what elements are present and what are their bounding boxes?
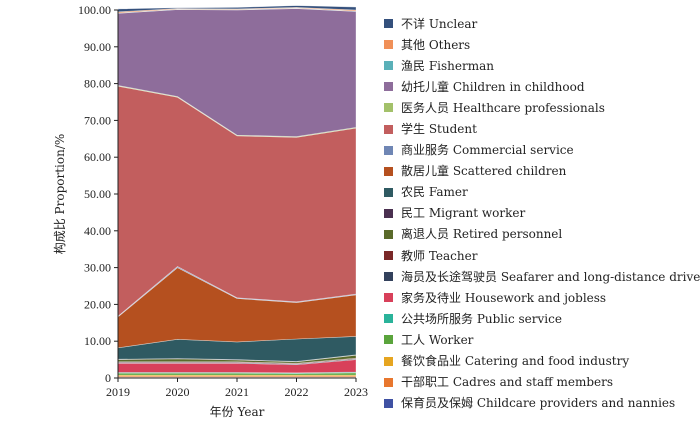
x-tick-label: 2021 <box>225 385 249 399</box>
legend-label: 其他 Others <box>401 37 471 52</box>
legend-item-fisherman: 渔民 Fisherman <box>384 55 700 76</box>
x-tick-label: 2022 <box>285 385 309 399</box>
legend-label: 公共场所服务 Public service <box>401 311 562 326</box>
area-series-layer <box>117 5 357 379</box>
y-tick-label: 10.00 <box>84 334 111 348</box>
legend-swatch <box>384 208 393 218</box>
legend-label: 海员及长途驾驶员 Seafarer and long-distance driv… <box>401 269 700 284</box>
legend-swatch <box>384 335 393 345</box>
legend-label: 散居儿童 Scattered children <box>401 164 567 179</box>
legend-label: 干部职工 Cadres and staff members <box>401 375 614 390</box>
legend-label: 离退人员 Retired personnel <box>401 227 563 242</box>
legend-label: 不详 Unclear <box>401 16 478 31</box>
legend-swatch <box>384 229 393 239</box>
legend-swatch <box>384 272 393 282</box>
legend-swatch <box>384 398 393 408</box>
legend-label: 家务及待业 Housework and jobless <box>401 290 607 305</box>
y-tick-label: 0 <box>105 371 111 385</box>
legend-swatch <box>384 40 393 50</box>
legend-swatch <box>384 251 393 261</box>
legend-item-children-in-childhood: 幼托儿童 Children in childhood <box>384 76 700 97</box>
legend-item-teacher: 教师 Teacher <box>384 245 700 266</box>
legend-label: 民工 Migrant worker <box>401 206 526 221</box>
legend-item-student: 学生 Student <box>384 118 700 139</box>
legend-item-famer: 农民 Famer <box>384 182 700 203</box>
legend-swatch <box>384 356 393 366</box>
area-unclear <box>117 5 357 13</box>
legend-swatch <box>384 293 393 303</box>
legend-swatch <box>384 19 393 29</box>
legend-label: 工人 Worker <box>401 332 474 347</box>
y-tick-label: 20.00 <box>84 297 111 311</box>
y-tick-label: 70.00 <box>84 113 111 127</box>
legend-label: 医务人员 Healthcare professionals <box>401 100 605 115</box>
legend-label: 商业服务 Commercial service <box>401 143 574 158</box>
x-ticks: 2019 2020 2021 2022 2023 <box>106 378 368 399</box>
legend-item-commercial-service: 商业服务 Commercial service <box>384 140 700 161</box>
x-tick-label: 2020 <box>166 385 190 399</box>
y-tick-label: 30.00 <box>84 261 111 275</box>
legend-label: 保育员及保姆 Childcare providers and nannies <box>401 396 676 411</box>
legend-item-childcare-providers-and-nannies: 保育员及保姆 Childcare providers and nannies <box>384 393 700 414</box>
x-tick-label: 2019 <box>106 385 130 399</box>
legend-swatch <box>384 314 393 324</box>
legend-label: 教师 Teacher <box>401 248 478 263</box>
y-tick-label: 60.00 <box>84 150 111 164</box>
y-tick-label: 90.00 <box>84 40 111 54</box>
legend-label: 农民 Famer <box>401 185 468 200</box>
legend-item-others: 其他 Others <box>384 34 700 55</box>
legend-label: 渔民 Fisherman <box>401 58 494 73</box>
legend-swatch <box>384 61 393 71</box>
x-axis-title: 年份 Year <box>210 405 265 419</box>
legend-swatch <box>384 377 393 387</box>
legend-item-worker: 工人 Worker <box>384 329 700 350</box>
x-tick-label: 2023 <box>344 385 368 399</box>
legend-swatch <box>384 124 393 134</box>
legend-label: 幼托儿童 Children in childhood <box>401 79 585 94</box>
legend-swatch <box>384 103 393 113</box>
legend-item-catering-and-food-industry: 餐饮食品业 Catering and food industry <box>384 351 700 372</box>
legend-item-seafarer-and-long-distance-driver: 海员及长途驾驶员 Seafarer and long-distance driv… <box>384 266 700 287</box>
legend-swatch <box>384 166 393 176</box>
legend-item-unclear: 不详 Unclear <box>384 13 700 34</box>
y-tick-label: 100.00 <box>78 3 111 17</box>
legend-swatch <box>384 82 393 92</box>
legend-swatch <box>384 187 393 197</box>
y-tick-label: 50.00 <box>84 187 111 201</box>
y-tick-label: 80.00 <box>84 77 111 91</box>
legend-item-scattered-children: 散居儿童 Scattered children <box>384 161 700 182</box>
legend-label: 学生 Student <box>401 122 477 137</box>
y-axis-title: 构成比 Proportion/% <box>52 134 67 255</box>
legend: 不详 Unclear 其他 Others 渔民 Fisherman 幼托儿童 Chil… <box>384 13 700 414</box>
legend-item-cadres-and-staff-members: 干部职工 Cadres and staff members <box>384 372 700 393</box>
legend-item-housework-and-jobless: 家务及待业 Housework and jobless <box>384 287 700 308</box>
legend-item-public-service: 公共场所服务 Public service <box>384 308 700 329</box>
y-tick-label: 40.00 <box>84 224 111 238</box>
legend-item-retired-personnel: 离退人员 Retired personnel <box>384 224 700 245</box>
legend-swatch <box>384 145 393 155</box>
legend-item-healthcare-professionals: 医务人员 Healthcare professionals <box>384 97 700 118</box>
legend-item-migrant-worker: 民工 Migrant worker <box>384 203 700 224</box>
y-ticks: 0 10.00 20.00 30.00 40.00 50.00 60.00 70.00 80.0… <box>78 3 118 385</box>
legend-label: 餐饮食品业 Catering and food industry <box>401 354 630 369</box>
